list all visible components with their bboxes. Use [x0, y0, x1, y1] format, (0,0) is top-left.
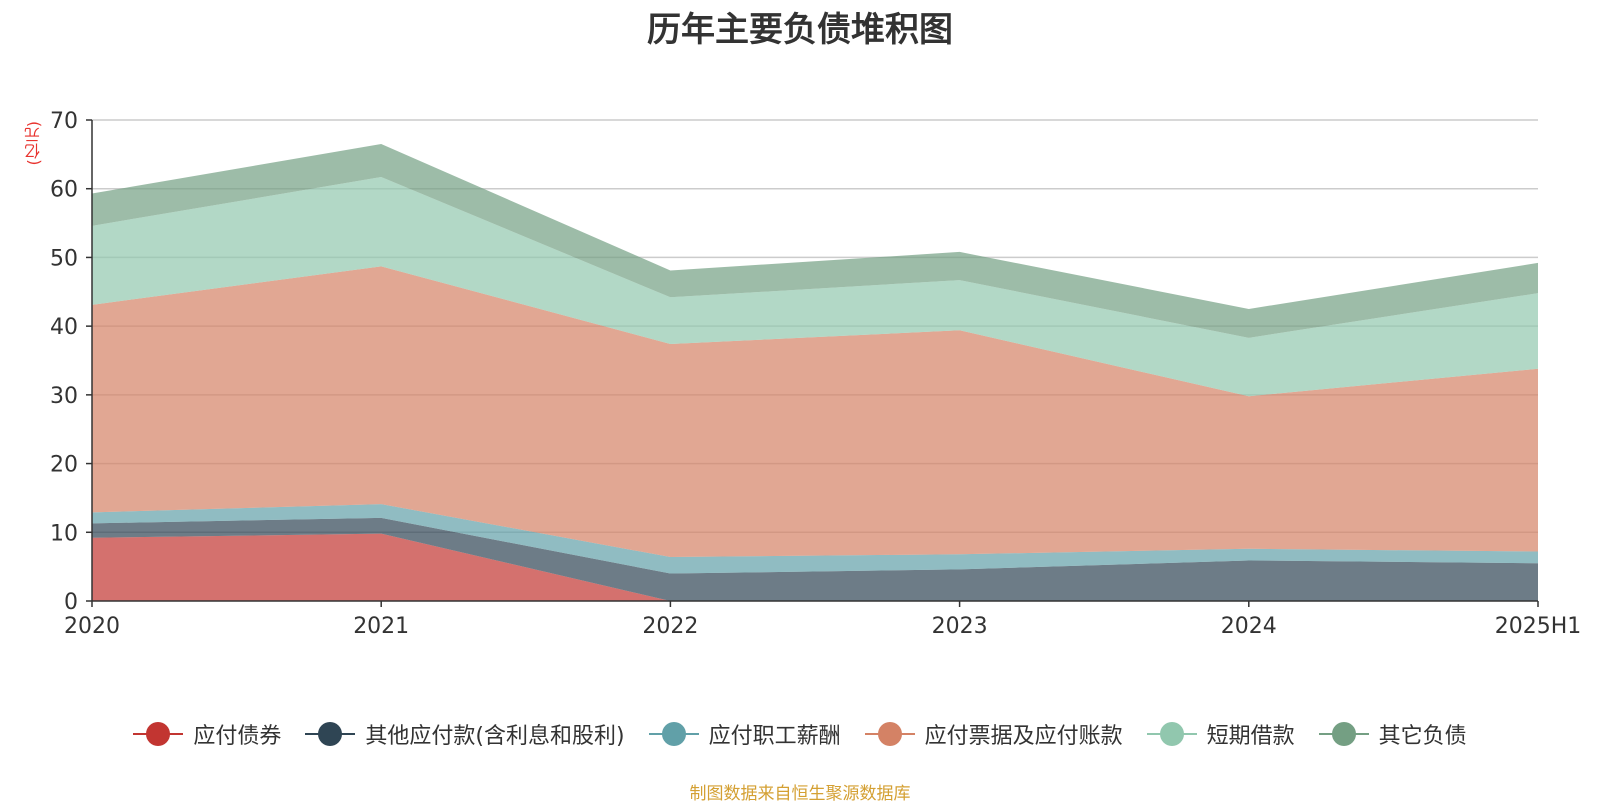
legend-label: 短期借款 — [1206, 724, 1295, 749]
area-series — [92, 144, 1538, 601]
legend-label: 其它负债 — [1378, 724, 1467, 749]
series-area — [92, 144, 1538, 338]
legend-label: 应付债券 — [193, 724, 282, 749]
y-tick-label: 60 — [50, 178, 78, 203]
legend-item[interactable]: 应付职工薪酬 — [648, 718, 841, 750]
legend-label: 应付职工薪酬 — [708, 724, 841, 749]
legend-marker-icon — [864, 722, 915, 746]
legend-marker-icon — [1146, 722, 1197, 746]
y-tick-label: 20 — [50, 453, 78, 478]
series-area — [92, 266, 1538, 558]
y-tick-label: 40 — [50, 315, 78, 340]
legend: 应付债券 其他应付款(含利息和股利) 应付职工薪酬 应付票据及应付账款 短期借款 其它负债 — [0, 718, 1600, 750]
x-tick-label: 2024 — [1221, 614, 1277, 639]
legend-item[interactable]: 应付票据及应付账款 — [864, 718, 1123, 750]
x-tick-label: 2023 — [932, 614, 988, 639]
x-tick-label: 2025H1 — [1495, 614, 1582, 639]
y-tick-label: 30 — [50, 384, 78, 409]
series-area — [92, 177, 1538, 397]
y-tick-label: 70 — [50, 109, 78, 134]
legend-marker-icon — [305, 722, 356, 746]
legend-label: 应付票据及应付账款 — [924, 724, 1123, 749]
chart-title: 历年主要负债堆积图 — [647, 10, 953, 50]
legend-marker-icon — [1318, 722, 1369, 746]
series-area — [92, 533, 1538, 601]
x-tick-label: 2020 — [64, 614, 120, 639]
source-note: 制图数据来自恒生聚源数据库 — [689, 784, 911, 804]
y-tick-label: 0 — [64, 590, 78, 615]
legend-item[interactable]: 其他应付款(含利息和股利) — [305, 718, 625, 750]
series-area — [92, 504, 1538, 574]
legend-item[interactable]: 应付债券 — [133, 718, 281, 750]
tick-labels: 0 10 20 30 40 50 60 70 2020 2021 2022 2023 2024 2025H… — [50, 109, 1581, 639]
y-tick-label: 50 — [50, 246, 78, 271]
axes — [86, 119, 1539, 607]
x-tick-label: 2021 — [353, 614, 409, 639]
x-tick-label: 2022 — [642, 614, 698, 639]
legend-marker-icon — [648, 722, 699, 746]
legend-marker-icon — [133, 722, 184, 746]
legend-label: 其他应付款(含利息和股利) — [365, 724, 625, 749]
legend-item[interactable]: 其它负债 — [1318, 718, 1467, 750]
y-tick-label: 10 — [50, 521, 78, 546]
series-area — [92, 517, 1538, 601]
stacked-area-chart: 0 10 20 30 40 50 60 70 2020 2021 2022 2023 2024 2025H… — [50, 109, 1581, 639]
legend-item[interactable]: 短期借款 — [1146, 718, 1295, 750]
